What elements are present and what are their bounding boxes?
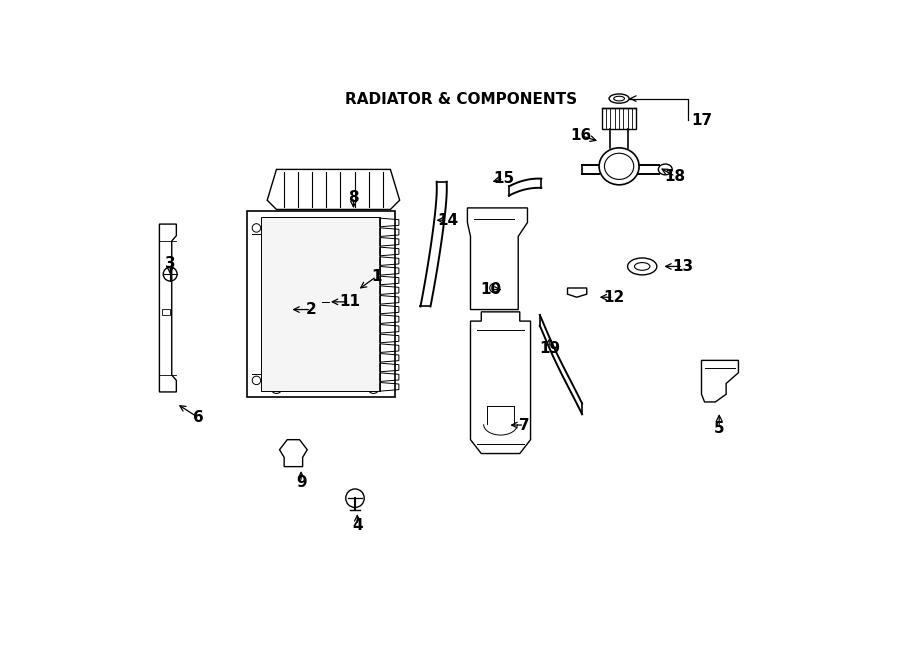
Text: 10: 10: [480, 282, 501, 297]
Text: 12: 12: [603, 290, 625, 305]
Text: 6: 6: [193, 410, 203, 425]
Text: 4: 4: [352, 518, 363, 533]
Bar: [261, 217, 380, 391]
Text: 8: 8: [348, 190, 359, 205]
Text: 19: 19: [539, 340, 561, 356]
Text: 13: 13: [672, 259, 694, 274]
Text: 14: 14: [436, 213, 458, 228]
Text: 7: 7: [519, 418, 530, 432]
Text: RADIATOR & COMPONENTS: RADIATOR & COMPONENTS: [346, 92, 577, 106]
Circle shape: [314, 299, 319, 304]
Text: 2: 2: [306, 302, 317, 317]
Text: 1: 1: [372, 269, 382, 284]
Text: 16: 16: [570, 128, 591, 143]
Bar: [248, 211, 395, 397]
Text: 5: 5: [714, 420, 724, 436]
Text: 11: 11: [339, 294, 360, 309]
Text: 3: 3: [165, 256, 176, 271]
Text: 17: 17: [691, 112, 712, 128]
Text: 15: 15: [493, 171, 514, 186]
Text: 9: 9: [296, 475, 306, 490]
Bar: [602, 108, 636, 130]
Bar: [163, 309, 170, 315]
Text: 18: 18: [665, 169, 686, 184]
